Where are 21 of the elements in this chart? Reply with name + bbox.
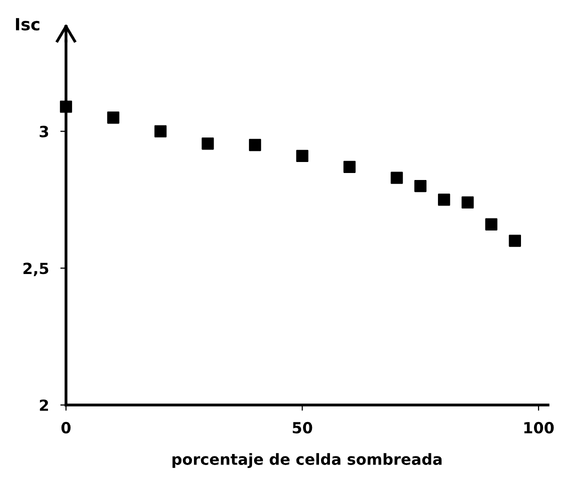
- point: [390, 172, 403, 184]
- point: [485, 218, 498, 230]
- x-tick-label: 0: [61, 422, 71, 434]
- point: [508, 234, 521, 247]
- y-tick-label: 2: [40, 399, 48, 411]
- point: [462, 196, 474, 209]
- point: [202, 138, 214, 150]
- point: [296, 150, 308, 162]
- point: [60, 100, 72, 113]
- x-tick-label: 100: [524, 422, 554, 434]
- point: [154, 125, 167, 138]
- y-axis-title: Isc: [16, 18, 40, 30]
- point: [107, 112, 120, 124]
- point: [248, 138, 262, 152]
- point: [414, 180, 426, 192]
- x-tick-label: 50: [292, 422, 312, 434]
- x-axis-title: porcentaje de celda sombreada: [172, 453, 442, 468]
- point: [343, 160, 356, 173]
- y-tick-label: 2,5: [23, 262, 48, 276]
- point: [438, 194, 450, 206]
- y-tick-label: 3: [40, 126, 48, 138]
